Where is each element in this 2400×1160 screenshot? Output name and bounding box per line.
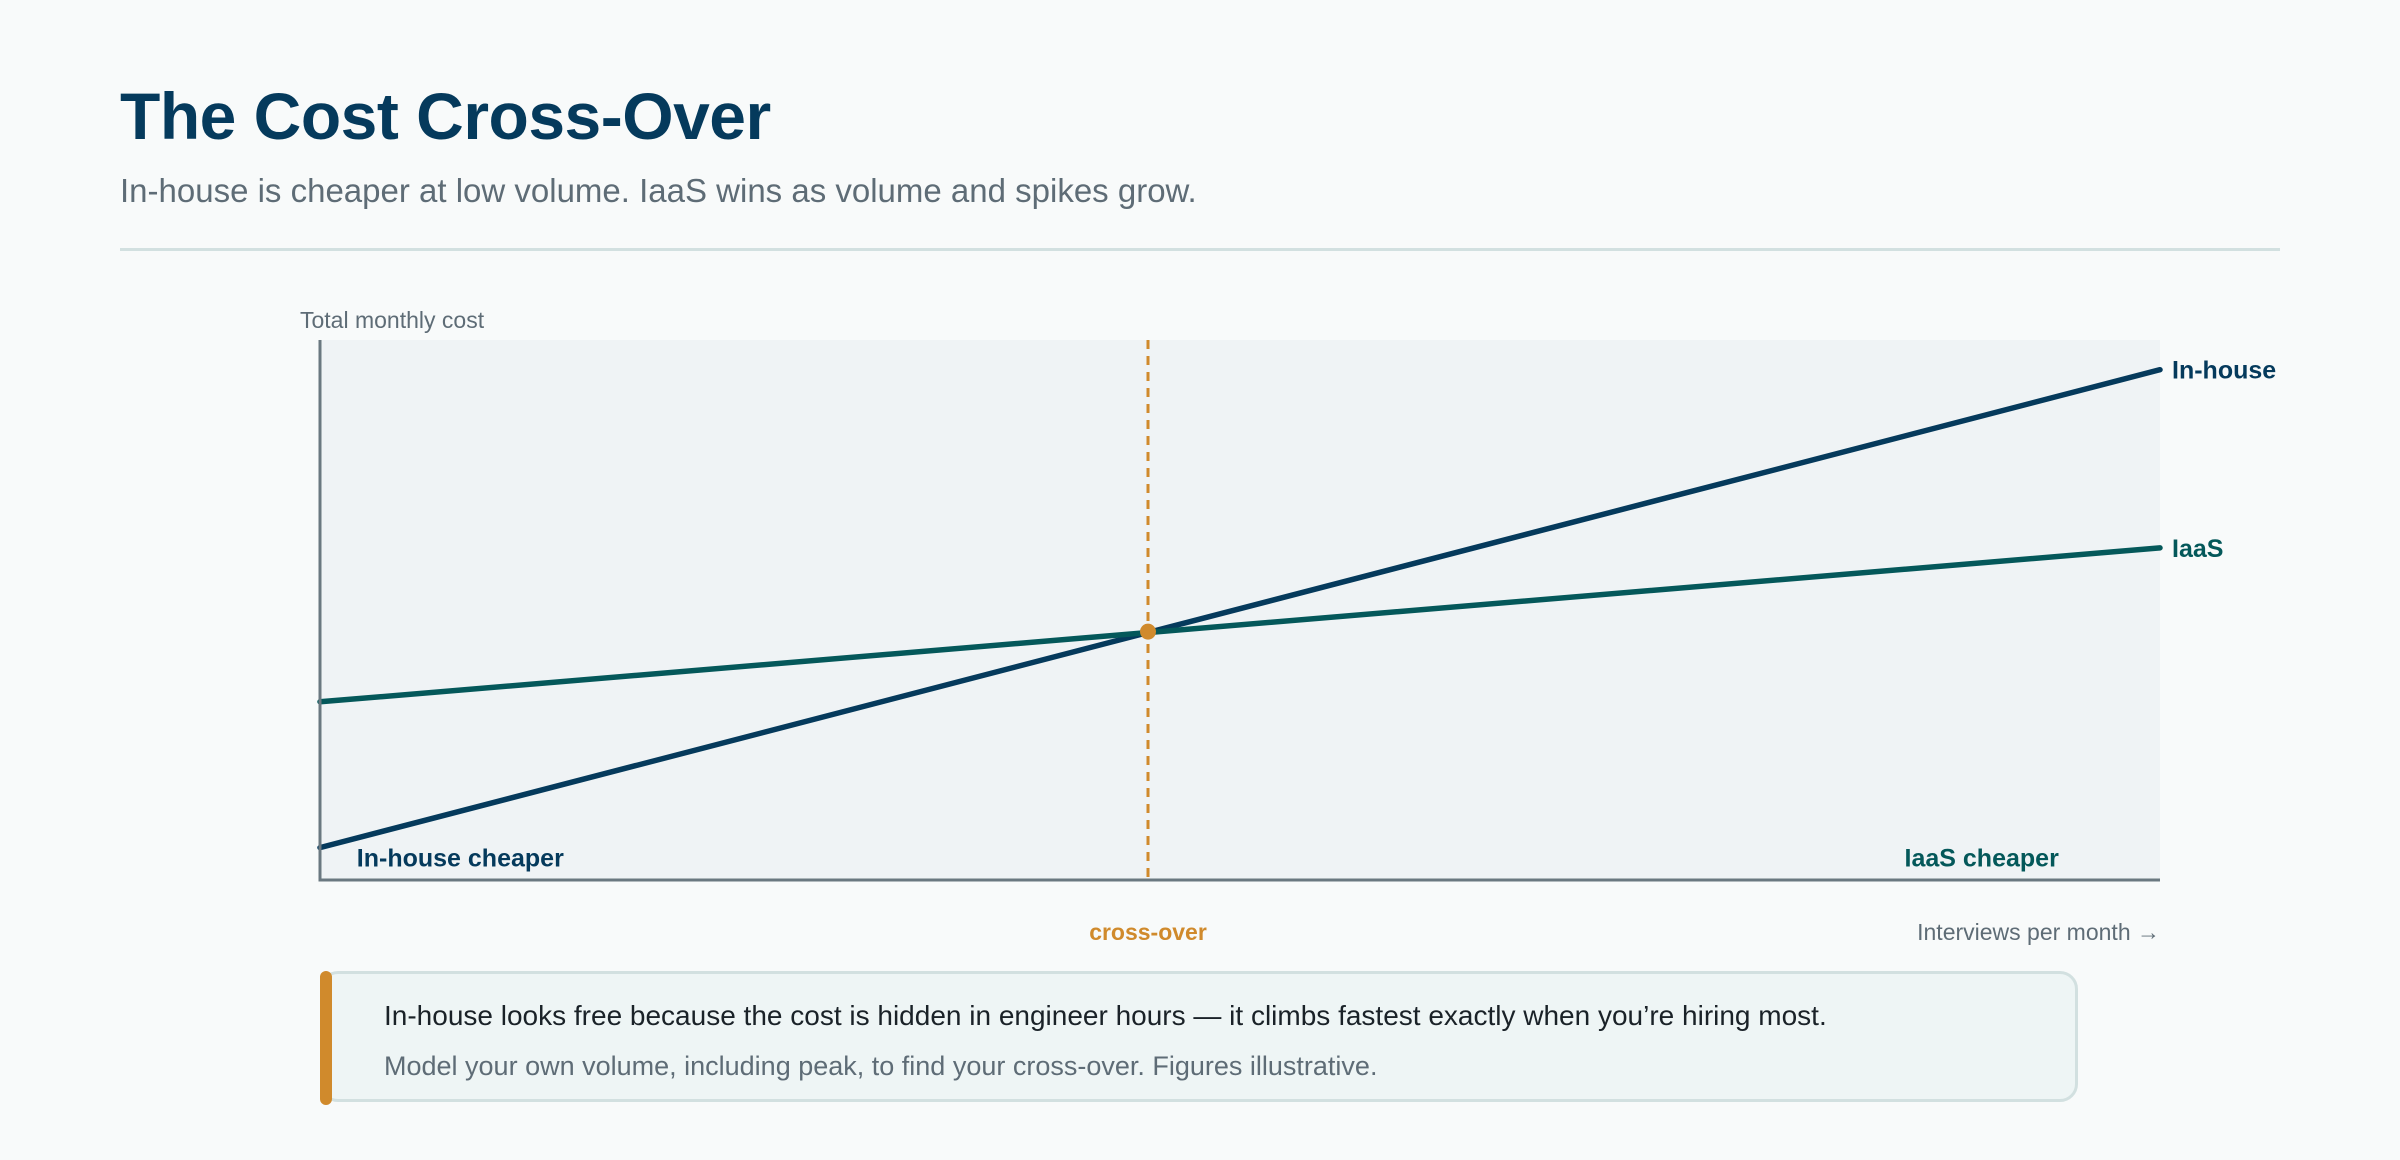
crossover-point	[1140, 623, 1156, 640]
callout-accent-bar	[320, 971, 332, 1105]
callout-note-text: Model your own volume, including peak, t…	[384, 1051, 1378, 1081]
region-annotations: In-house cheaper IaaS cheaper	[357, 844, 2059, 872]
cost-line-chart: Total monthly cost Interviews per month …	[300, 307, 2276, 945]
series-labels: In-house IaaS	[2172, 357, 2276, 563]
series-line-in-house	[317, 366, 2163, 851]
header-divider	[120, 248, 2280, 251]
insight-callout	[320, 971, 2078, 1102]
callout-main-text: In-house looks free because the cost is …	[384, 1000, 1827, 1031]
annotation-iaas-cheaper: IaaS cheaper	[1905, 844, 2060, 872]
x-axis-label: Interviews per month →	[1917, 919, 2160, 945]
crossover-label: cross-over	[1089, 919, 1207, 945]
series-line-iaas	[317, 545, 2163, 705]
page-title: The Cost Cross-Over	[120, 79, 771, 153]
y-axis-label: Total monthly cost	[300, 307, 485, 333]
series-layer	[317, 366, 2163, 851]
annotation-in-house-cheaper: In-house cheaper	[357, 844, 564, 872]
series-label-iaas: IaaS	[2172, 535, 2223, 563]
series-label-in-house: In-house	[2172, 357, 2276, 385]
page-subtitle: In-house is cheaper at low volume. IaaS …	[120, 172, 1197, 209]
